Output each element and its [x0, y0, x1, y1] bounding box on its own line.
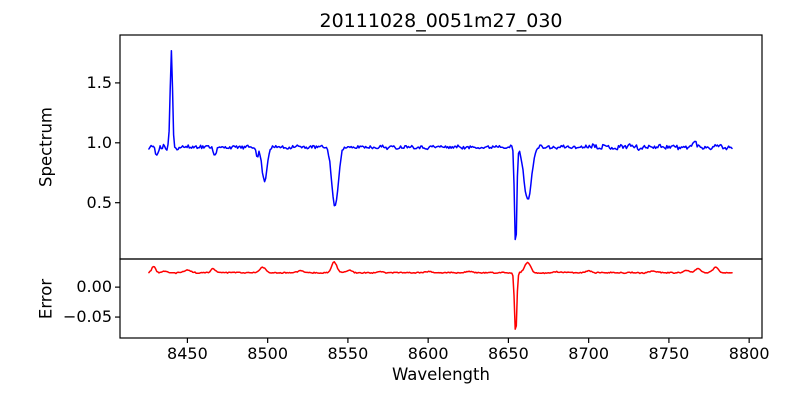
- error-y-tick-label: 0.00: [76, 277, 112, 297]
- x-tick-label: 8800: [728, 344, 770, 363]
- x-tick-label: 8750: [648, 344, 690, 363]
- y-axis-label-spectrum: Spectrum: [36, 107, 56, 187]
- y-axis-label-error: Error: [36, 278, 56, 320]
- x-tick-label: 8650: [488, 344, 529, 363]
- spectrum-line: [148, 49, 733, 241]
- x-tick-label: 8550: [327, 344, 369, 363]
- spectrum-y-tick-label: 1.5: [86, 72, 112, 92]
- chart-title: 20111028_0051m27_030: [319, 10, 563, 32]
- error-panel-frame: [119, 258, 763, 339]
- x-axis-label: Wavelength: [392, 365, 490, 384]
- x-tick-label: 8600: [407, 344, 449, 363]
- error-line: [148, 261, 733, 330]
- error-y-tick-label: −0.05: [62, 307, 112, 327]
- spectrum-y-tick-label: 1.0: [86, 132, 112, 152]
- x-tick-label: 8500: [247, 344, 289, 363]
- spectrum-y-tick-label: 0.5: [86, 192, 112, 212]
- x-tick-label: 8700: [568, 344, 610, 363]
- x-tick-label: 8450: [167, 344, 208, 363]
